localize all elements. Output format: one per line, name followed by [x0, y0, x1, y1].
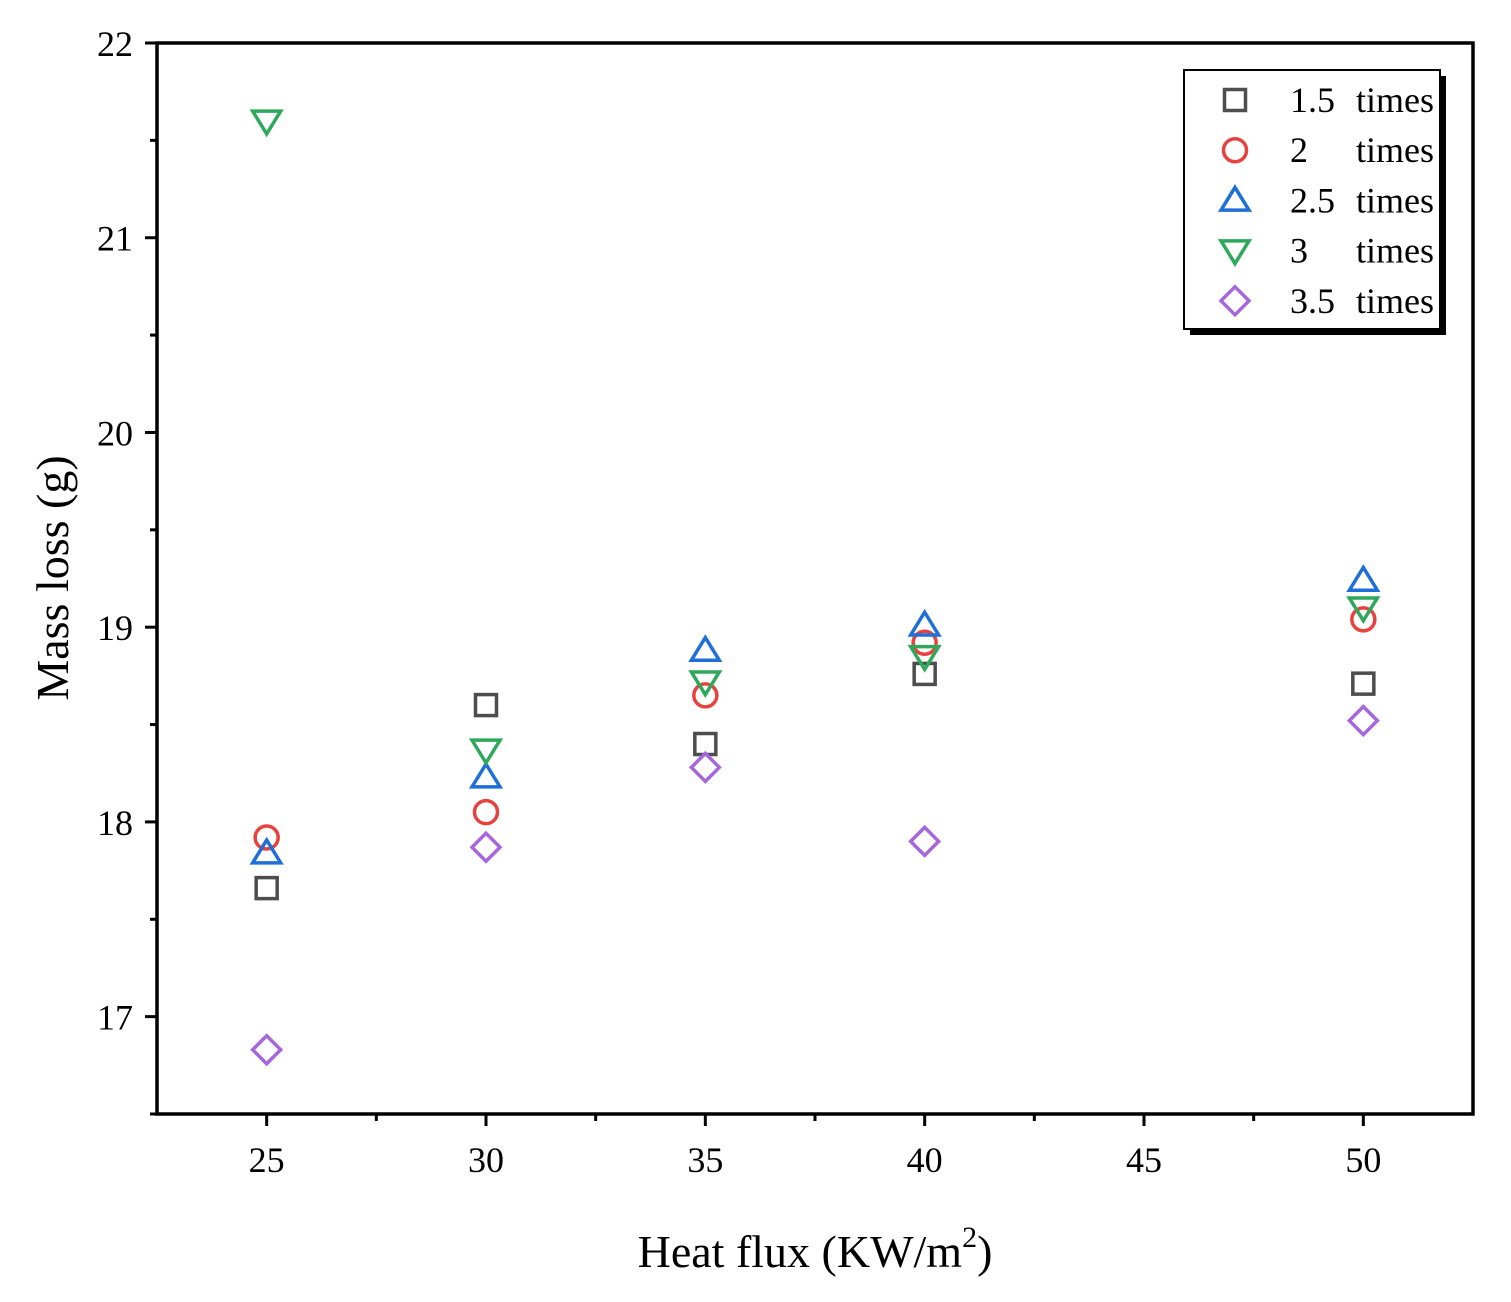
- data-point: [1346, 596, 1381, 625]
- y-axis-title: Mass loss (g): [27, 455, 78, 700]
- data-point: [692, 682, 719, 709]
- x-axis-title: Heat flux (KW/m2): [638, 1221, 993, 1277]
- y-tick-label: 19: [97, 608, 133, 648]
- data-point: [1346, 704, 1380, 738]
- legend-marker: [1221, 136, 1249, 164]
- legend-item: 3.5 times: [1218, 281, 1434, 321]
- series-2-5-times: [249, 564, 1381, 865]
- legend-label-number: 3: [1290, 231, 1308, 271]
- y-tick-label: 21: [97, 219, 133, 259]
- data-point: [907, 644, 942, 673]
- data-point: [688, 750, 722, 784]
- x-axis-title-suffix: ): [977, 1226, 992, 1277]
- data-point: [688, 670, 723, 699]
- data-point: [250, 1033, 284, 1067]
- legend-label-unit: times: [1356, 231, 1434, 271]
- legend: 1.5 times 2 times 2.5 times 3 times 3.5 times: [1183, 69, 1446, 335]
- data-point: [912, 661, 937, 687]
- x-tick-label: 40: [907, 1140, 943, 1180]
- data-point: [907, 608, 942, 637]
- legend-label-number: 3.5: [1290, 281, 1335, 321]
- series-3-times: [249, 109, 1381, 767]
- data-point: [253, 824, 280, 851]
- data-point: [911, 629, 938, 657]
- x-tick-label: 25: [249, 1140, 285, 1180]
- series-3-5-times: [250, 704, 1380, 1067]
- data-point: [254, 875, 279, 901]
- y-tick-label: 17: [97, 998, 133, 1038]
- x-tick-label: 30: [468, 1140, 504, 1180]
- data-point: [249, 109, 284, 138]
- legend-items: 1.5 times 2 times 2.5 times 3 times 3.5 times: [1217, 80, 1434, 321]
- legend-marker: [1218, 284, 1252, 318]
- data-point: [1350, 606, 1377, 633]
- legend-item: 2.5 times: [1217, 180, 1434, 220]
- data-point: [469, 830, 503, 864]
- data-point: [688, 634, 723, 663]
- data-point: [468, 738, 504, 767]
- x-axis-title-superscript: 2: [962, 1221, 977, 1254]
- legend-item: 1.5 times: [1222, 80, 1434, 120]
- data-point: [1346, 564, 1381, 592]
- x-tick-label: 50: [1345, 1140, 1381, 1180]
- series-1-5-times: [254, 661, 1376, 901]
- legend-label-unit: times: [1356, 130, 1434, 170]
- legend-item: 2 times: [1221, 130, 1434, 170]
- axis-ticks: 25 30 35 40 45 50 17 18 19 20 21 22: [97, 24, 1381, 1180]
- series-2-times: [253, 606, 1377, 851]
- data-point: [1351, 671, 1376, 696]
- legend-label-unit: times: [1356, 180, 1434, 220]
- legend-marker: [1222, 87, 1248, 113]
- x-axis-title-main: Heat flux (KW/m: [638, 1226, 963, 1277]
- data-point: [468, 760, 504, 789]
- x-tick-label: 45: [1126, 1140, 1162, 1180]
- data-point: [249, 836, 284, 865]
- legend-label-number: 2.5: [1290, 180, 1335, 220]
- data-point: [908, 824, 942, 858]
- data-marks: [249, 109, 1381, 1067]
- legend-marker: [1217, 239, 1253, 267]
- legend-marker: [1217, 184, 1253, 212]
- plot-frame: [155, 41, 1475, 1116]
- legend-label-unit: times: [1356, 281, 1434, 321]
- legend-item: 3 times: [1217, 231, 1434, 271]
- y-tick-label: 22: [97, 24, 133, 64]
- data-point: [473, 692, 499, 718]
- x-tick-label: 35: [687, 1140, 723, 1180]
- data-point: [472, 798, 500, 826]
- legend-label-number: 2: [1290, 130, 1308, 170]
- legend-label-number: 1.5: [1290, 80, 1335, 120]
- y-tick-label: 18: [97, 803, 133, 843]
- legend-label-unit: times: [1356, 80, 1434, 120]
- y-tick-label: 20: [97, 413, 133, 453]
